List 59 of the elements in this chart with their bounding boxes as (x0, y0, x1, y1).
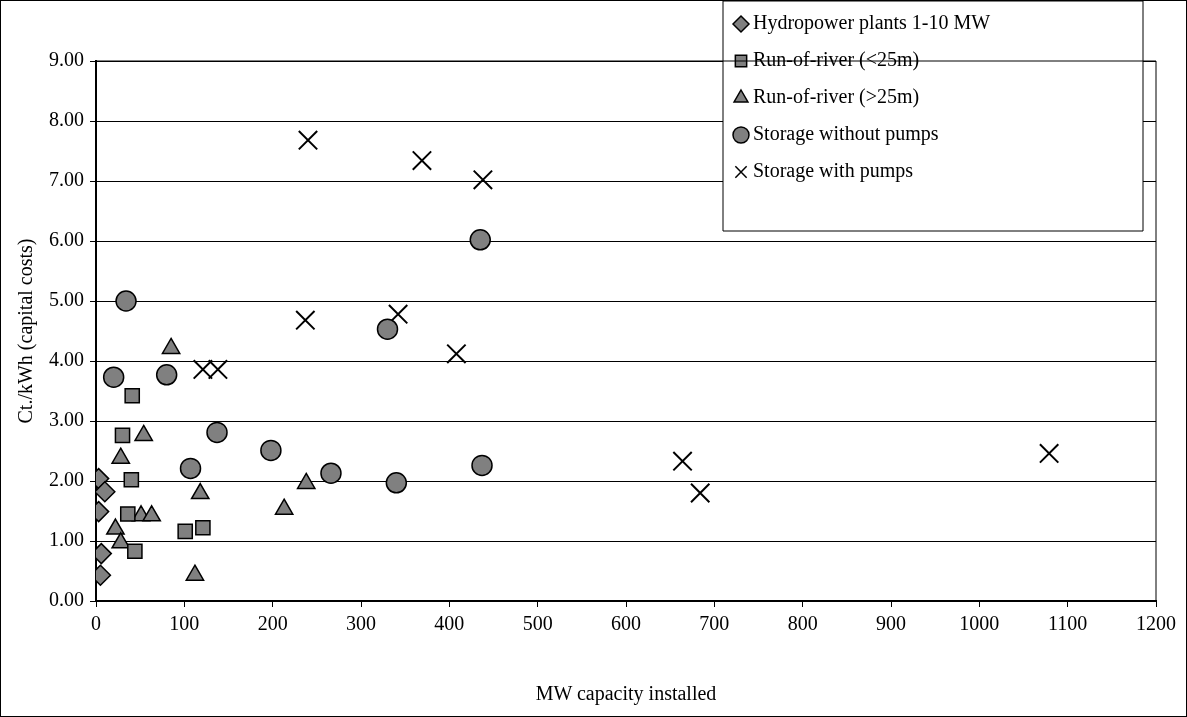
point (672, 451, 693, 472)
x-tick-label: 100 (169, 612, 200, 635)
point (471, 454, 493, 477)
point (177, 523, 194, 540)
y-tick-label: 0.00 (49, 588, 84, 611)
point (179, 457, 202, 480)
y-tick-label: 6.00 (49, 228, 84, 251)
point (297, 130, 319, 151)
point (207, 359, 229, 380)
point (385, 472, 408, 494)
point (387, 304, 409, 325)
x-tick-label: 900 (876, 612, 906, 635)
x-tick-label: 700 (699, 612, 730, 635)
point (155, 364, 178, 386)
point (192, 359, 214, 380)
point (690, 482, 711, 504)
point (1038, 443, 1060, 464)
point (260, 439, 282, 462)
point (195, 519, 211, 536)
point (376, 318, 399, 340)
y-tick-label: 8.00 (49, 108, 84, 131)
point (127, 543, 143, 560)
y-tick-label: 9.00 (49, 48, 84, 71)
legend-label: Storage with pumps (753, 159, 914, 183)
x-tick-label: 300 (346, 612, 376, 635)
point (119, 506, 136, 522)
y-tick-label: 4.00 (49, 348, 84, 371)
point (206, 421, 228, 444)
point (411, 150, 433, 171)
y-tick-label: 2.00 (49, 468, 84, 491)
point (124, 387, 141, 404)
y-tick-label: 3.00 (49, 408, 84, 431)
x-tick-label: 800 (787, 612, 818, 635)
point (320, 462, 342, 484)
point (446, 343, 467, 364)
point (469, 229, 491, 251)
point (472, 169, 494, 190)
legend-label: Run-of-river (<25m) (753, 48, 920, 72)
point (102, 366, 125, 388)
y-tick-label: 1.00 (49, 528, 84, 551)
point (115, 290, 137, 312)
legend-label: Hydropower plants 1-10 MW (753, 11, 991, 35)
x-tick-label: 400 (434, 612, 465, 635)
point (123, 471, 140, 488)
y-tick-label: 7.00 (49, 168, 84, 191)
point (295, 310, 316, 331)
x-tick-label: 500 (522, 612, 553, 635)
x-tick-label: 0 (91, 612, 101, 635)
y-axis-title: Ct./kWh (capital costs) (14, 238, 38, 424)
x-tick-label: 200 (257, 612, 288, 635)
x-axis-title: MW capacity installed (535, 682, 717, 706)
x-tick-label: 1100 (1048, 612, 1088, 635)
x-tick-label: 600 (611, 612, 641, 635)
x-tick-label: 1200 (1136, 612, 1176, 635)
legend-label: Storage without pumps (753, 122, 939, 146)
legend-label: Run-of-river (>25m) (753, 85, 920, 109)
x-tick-label: 1000 (959, 612, 1000, 635)
point (114, 427, 131, 444)
y-tick-label: 5.00 (49, 288, 84, 311)
